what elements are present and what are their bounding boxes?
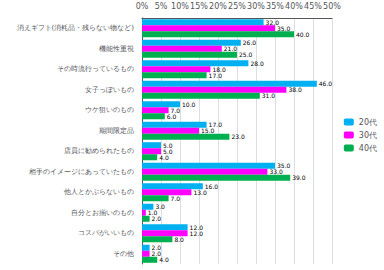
svg-text:2.0: 2.0	[151, 250, 162, 258]
svg-text:31.0: 31.0	[262, 92, 276, 99]
svg-text:10%: 10%	[171, 2, 189, 11]
svg-text:18.0: 18.0	[212, 65, 226, 73]
svg-text:40.0: 40.0	[296, 31, 310, 38]
svg-text:23.0: 23.0	[231, 133, 245, 140]
svg-text:他人とかぶらないもの: 他人とかぶらないもの	[64, 188, 134, 196]
svg-text:2.0: 2.0	[151, 244, 162, 252]
svg-text:13.0: 13.0	[193, 189, 207, 196]
svg-text:25%: 25%	[228, 2, 246, 11]
svg-text:その他: その他	[113, 250, 134, 258]
svg-text:3.0: 3.0	[155, 203, 165, 211]
svg-text:40%: 40%	[285, 2, 303, 11]
svg-text:46.0: 46.0	[319, 80, 333, 87]
svg-text:2.0: 2.0	[152, 215, 162, 222]
svg-text:5.0: 5.0	[163, 141, 173, 149]
svg-text:自分とお揃いのもの: 自分とお揃いのもの	[71, 209, 134, 217]
svg-text:機能性重視: 機能性重視	[99, 45, 134, 53]
svg-text:5%: 5%	[155, 2, 168, 11]
svg-text:17.0: 17.0	[209, 72, 223, 79]
svg-text:12.0: 12.0	[189, 223, 203, 231]
svg-text:5.0: 5.0	[163, 147, 173, 155]
svg-text:12.0: 12.0	[190, 230, 204, 237]
svg-text:26.0: 26.0	[243, 39, 257, 46]
svg-text:4.0: 4.0	[159, 256, 169, 263]
svg-text:4.0: 4.0	[159, 154, 169, 161]
svg-text:コスパがいいもの: コスパがいいもの	[78, 229, 134, 237]
svg-text:35.0: 35.0	[277, 162, 291, 170]
svg-text:50%: 50%	[323, 2, 341, 11]
svg-text:0%: 0%	[136, 2, 149, 11]
svg-text:32.0: 32.0	[265, 18, 279, 26]
svg-text:16.0: 16.0	[205, 183, 219, 190]
svg-text:店員に勧められたもの: 店員に勧められたもの	[64, 147, 134, 155]
svg-text:1.0: 1.0	[147, 209, 158, 217]
svg-text:35.0: 35.0	[277, 25, 291, 32]
svg-text:7.0: 7.0	[171, 195, 181, 202]
svg-text:その時流行っているもの: その時流行っているもの	[57, 65, 134, 73]
svg-text:7.0: 7.0	[170, 106, 181, 114]
svg-text:15%: 15%	[190, 2, 208, 11]
svg-text:40代: 40代	[359, 144, 377, 153]
svg-text:28.0: 28.0	[250, 60, 264, 67]
svg-text:45%: 45%	[304, 2, 322, 11]
svg-text:20%: 20%	[209, 2, 227, 11]
svg-text:女子っぽいもの: 女子っぽいもの	[85, 86, 134, 94]
svg-text:10.0: 10.0	[182, 101, 196, 108]
svg-text:30代: 30代	[359, 131, 377, 140]
svg-text:相手のイメージにあっていたもの: 相手のイメージにあっていたもの	[29, 168, 134, 176]
svg-text:15.0: 15.0	[201, 127, 215, 134]
svg-text:消えギフト(消耗品・残らない物など): 消えギフト(消耗品・残らない物など)	[17, 24, 135, 32]
svg-text:35%: 35%	[266, 2, 284, 11]
svg-text:38.0: 38.0	[288, 86, 302, 93]
svg-text:39.0: 39.0	[292, 174, 306, 181]
svg-text:30%: 30%	[247, 2, 265, 11]
svg-text:25.0: 25.0	[239, 51, 253, 58]
svg-text:ウケ狙いのもの: ウケ狙いのもの	[85, 106, 134, 114]
svg-text:21.0: 21.0	[224, 45, 238, 52]
svg-text:20代: 20代	[359, 118, 377, 127]
svg-text:8.0: 8.0	[174, 236, 184, 243]
svg-text:6.0: 6.0	[167, 113, 177, 120]
svg-text:期間限定品: 期間限定品	[99, 127, 134, 135]
svg-text:33.0: 33.0	[269, 168, 283, 175]
svg-text:17.0: 17.0	[208, 121, 222, 129]
